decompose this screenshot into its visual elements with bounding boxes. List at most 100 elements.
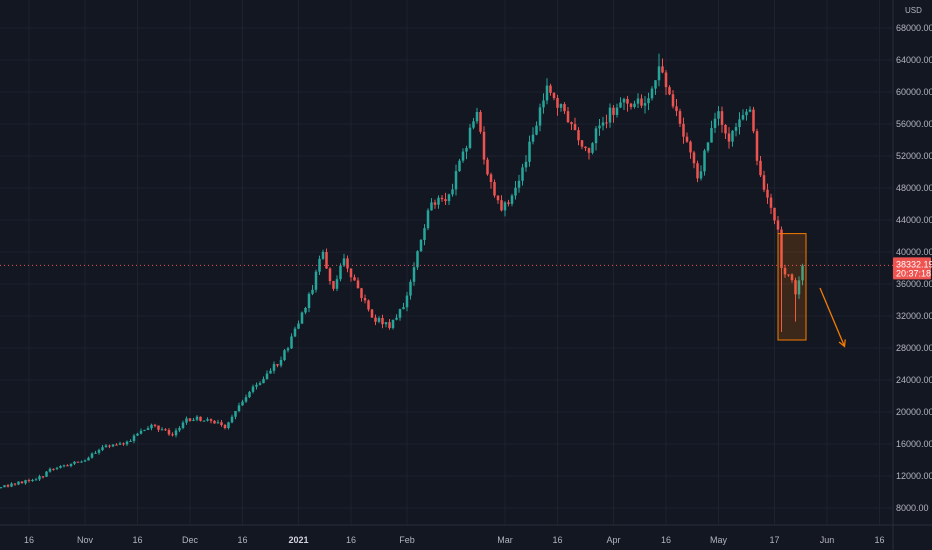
- candle-body: [682, 123, 685, 137]
- candle-body: [479, 112, 482, 132]
- price-tick-label: 20000.00: [896, 407, 932, 417]
- candle-body: [188, 418, 192, 421]
- candle-body: [216, 422, 220, 424]
- last-price-tag-background: [893, 257, 931, 280]
- candle-body: [801, 265, 804, 281]
- candle-body: [489, 174, 493, 183]
- candle-body: [269, 370, 272, 374]
- candle-body: [451, 189, 454, 195]
- candle-body: [381, 318, 384, 325]
- candle-body: [496, 195, 500, 201]
- candle-body: [297, 323, 300, 329]
- time-axis[interactable]: 16 Nov 16 Dec 16 2021 16 Feb Mar 16 Apr 16 May 17 Jun 1…: [24, 535, 885, 545]
- candle-body: [507, 202, 510, 204]
- candle-body: [307, 293, 311, 308]
- candle-body: [367, 300, 370, 310]
- candle-body: [556, 98, 559, 108]
- candle-body: [321, 252, 325, 259]
- trend-arrow-head: [838, 339, 846, 348]
- candle-body: [542, 100, 545, 108]
- candle-body: [139, 430, 143, 434]
- candle-body: [720, 111, 724, 125]
- candle-body: [13, 483, 17, 485]
- candle-body: [265, 373, 269, 380]
- candle-body: [710, 127, 713, 143]
- candle-body: [311, 289, 314, 294]
- candle-body: [328, 268, 332, 282]
- candle-body: [377, 318, 381, 322]
- candle-body: [118, 443, 122, 445]
- candle-body: [209, 419, 213, 421]
- price-tick-label: 64000.00: [896, 55, 932, 65]
- candle-body: [213, 420, 216, 424]
- candle-body: [776, 220, 780, 230]
- candle-body: [493, 182, 496, 196]
- time-tick-label: 17: [769, 535, 779, 545]
- candle-body: [433, 202, 437, 205]
- candle-body: [675, 106, 678, 112]
- candle-body: [108, 445, 111, 447]
- candles: [0, 53, 804, 489]
- currency-label[interactable]: USD: [905, 6, 922, 15]
- candle-body: [790, 274, 794, 281]
- candle-body: [783, 268, 787, 275]
- candle-body: [136, 433, 139, 436]
- candle-body: [391, 319, 395, 328]
- time-tick-label: 2021: [288, 535, 308, 545]
- candle-body: [521, 167, 524, 181]
- candle-body: [626, 98, 629, 104]
- last-price-tag: 38332.19 20:37:18: [893, 257, 932, 280]
- candle-body: [174, 430, 178, 436]
- candle-body: [293, 328, 297, 337]
- candle-body: [192, 419, 195, 421]
- candle-body: [353, 277, 356, 281]
- candle-body: [34, 479, 38, 481]
- candle-body: [713, 118, 717, 128]
- candle-body: [517, 180, 521, 188]
- candle-body: [748, 109, 752, 112]
- candle-body: [738, 119, 741, 128]
- candle-body: [636, 98, 640, 104]
- candle-body: [563, 104, 566, 112]
- candle-body: [101, 447, 104, 450]
- candle-body: [314, 271, 318, 290]
- candle-body: [552, 92, 556, 99]
- candle-body: [181, 422, 185, 429]
- candle-body: [83, 460, 87, 462]
- candle-body: [692, 152, 696, 164]
- candle-body: [220, 422, 223, 426]
- candle-body: [545, 85, 549, 101]
- price-tick-label: 40000.00: [896, 247, 932, 257]
- candle-body: [615, 107, 619, 115]
- time-tick-label: Feb: [399, 535, 415, 545]
- candle-body: [395, 317, 398, 320]
- candle-body: [3, 485, 6, 488]
- candle-body: [251, 386, 255, 392]
- candle-body: [570, 122, 573, 125]
- candle-body: [363, 298, 367, 301]
- candle-body: [787, 274, 790, 276]
- candle-body: [528, 141, 531, 162]
- candle-body: [164, 429, 167, 431]
- candle-body: [412, 267, 416, 282]
- candle-body: [594, 128, 598, 144]
- candle-body: [468, 127, 472, 148]
- candle-body: [157, 425, 160, 430]
- candle-body: [503, 202, 507, 211]
- candle-body: [706, 142, 710, 151]
- price-tick-label: 24000.00: [896, 375, 932, 385]
- price-axis[interactable]: USD 8000.00 12000.00 16000.00 20000.00 24000…: [896, 6, 932, 513]
- candle-body: [94, 452, 97, 454]
- candle-body: [647, 98, 650, 104]
- candle-body: [272, 364, 276, 371]
- trend-arrow[interactable]: [819, 287, 846, 347]
- candle-body: [745, 111, 748, 116]
- candle-body: [244, 397, 248, 402]
- candle-body: [27, 480, 31, 482]
- candle-body: [437, 197, 440, 205]
- highlight-rectangle[interactable]: [777, 233, 807, 341]
- candle-body: [535, 125, 538, 135]
